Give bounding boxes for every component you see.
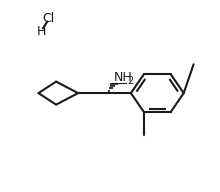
- Text: Cl: Cl: [42, 12, 55, 25]
- Text: H: H: [37, 25, 46, 38]
- Text: NH: NH: [113, 71, 132, 84]
- Text: 2: 2: [128, 76, 134, 86]
